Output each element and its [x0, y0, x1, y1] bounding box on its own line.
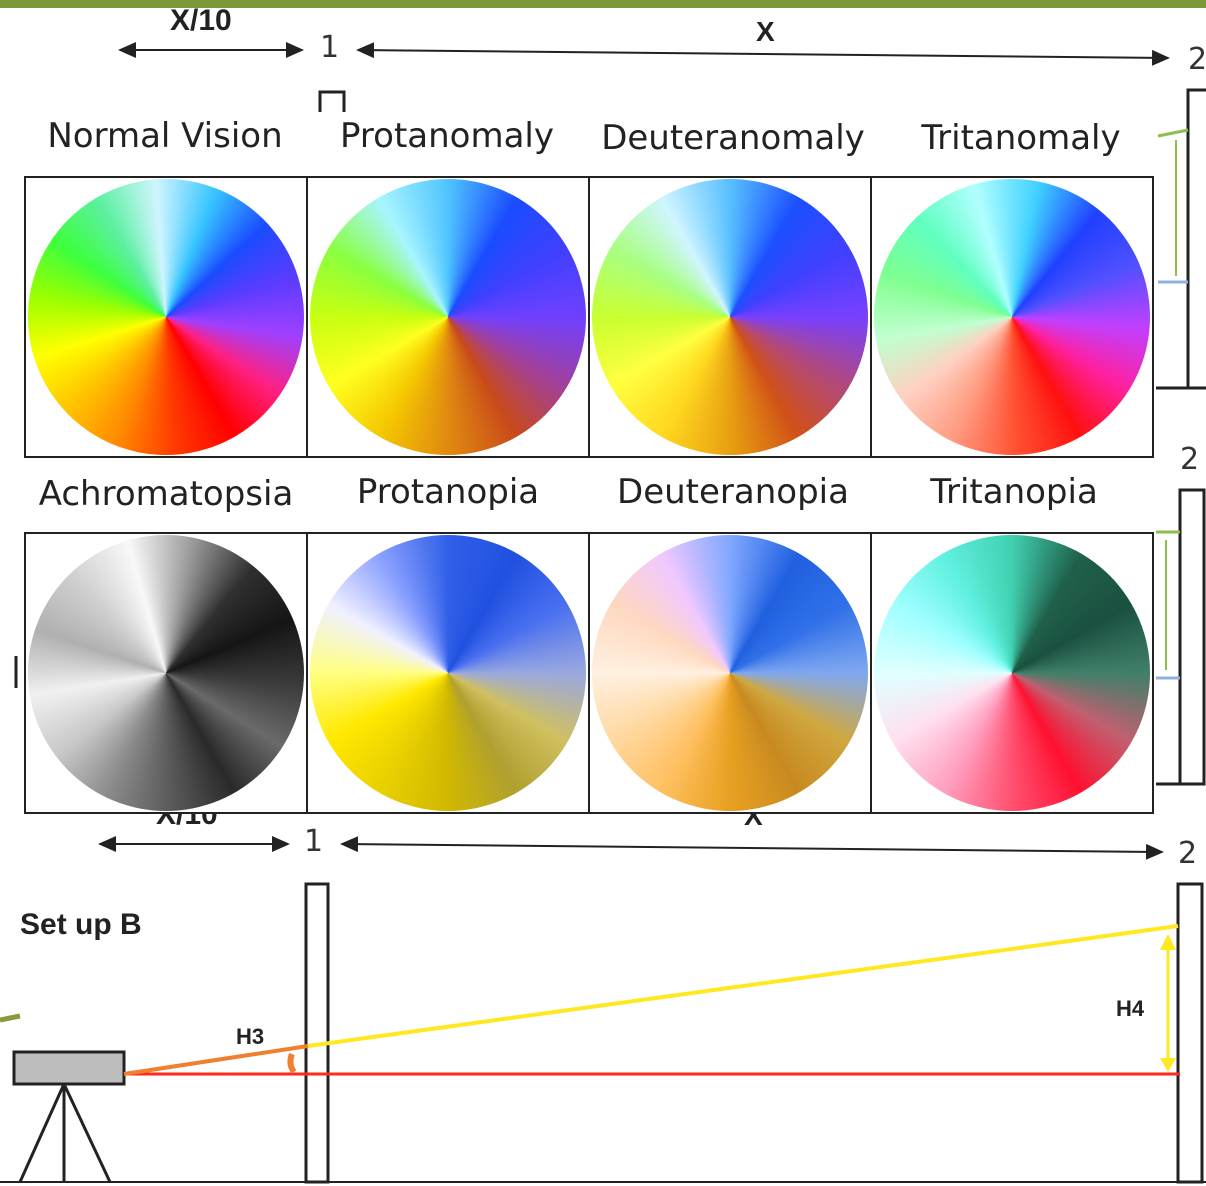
setup-title: Set up B — [20, 908, 142, 941]
color-wheel — [28, 179, 304, 455]
color-wheel — [310, 535, 586, 811]
top-short-distance-label: X/10 — [170, 4, 232, 37]
deflected-beam-near — [123, 1044, 309, 1076]
cell-protanomaly — [306, 176, 590, 458]
top-marker-1: 1 — [320, 30, 340, 65]
cell-tritanomaly — [870, 176, 1154, 458]
color-wheel — [310, 179, 586, 455]
label-deuteranopia: Deuteranopia — [617, 472, 849, 512]
color-wheel — [874, 179, 1150, 455]
cell-achromatopsia — [24, 532, 308, 814]
near-screen — [304, 882, 330, 1184]
far-screen — [1176, 882, 1204, 1184]
label-protanopia: Protanopia — [356, 472, 540, 512]
mid-marker-2: 2 — [1180, 442, 1200, 477]
color-wheel — [28, 535, 304, 811]
right-screen-mid — [1178, 488, 1206, 786]
label-achromatopsia: Achromatopsia — [38, 474, 294, 514]
bottom-marker-2: 2 — [1178, 836, 1198, 871]
top-marker-2: 2 — [1188, 42, 1206, 77]
right-screen-top — [1186, 88, 1206, 390]
color-wheel — [874, 535, 1150, 811]
deflected-beam-far — [307, 924, 1179, 1048]
top-strip — [0, 0, 1206, 8]
laser-device — [12, 1050, 126, 1086]
bottom-marker-1: 1 — [304, 824, 324, 859]
cell-normal-vision — [24, 176, 308, 458]
cell-deuteranopia — [588, 532, 872, 814]
bottom-long-distance-label: X — [744, 800, 763, 831]
label-protanomaly: Protanomaly — [340, 116, 554, 156]
bottom-short-distance-label: X/10 — [156, 798, 218, 831]
top-long-arrow — [356, 42, 1170, 66]
label-normal-vision: Normal Vision — [47, 116, 283, 156]
color-wheel — [592, 179, 868, 455]
label-tritanopia: Tritanopia — [930, 472, 1098, 512]
h4-label: H4 — [1116, 996, 1145, 1021]
label-tritanomaly: Tritanomaly — [921, 118, 1121, 158]
cell-protanopia — [306, 532, 590, 814]
bottom-long-arrow — [340, 836, 1164, 860]
color-wheel — [592, 535, 868, 811]
cell-tritanopia — [870, 532, 1154, 814]
h3-label: H3 — [236, 1024, 265, 1049]
cell-deuteranomaly — [588, 176, 872, 458]
top-bracket — [318, 90, 346, 112]
top-long-distance-label: X — [756, 16, 775, 47]
label-deuteranomaly: Deuteranomaly — [601, 118, 865, 158]
